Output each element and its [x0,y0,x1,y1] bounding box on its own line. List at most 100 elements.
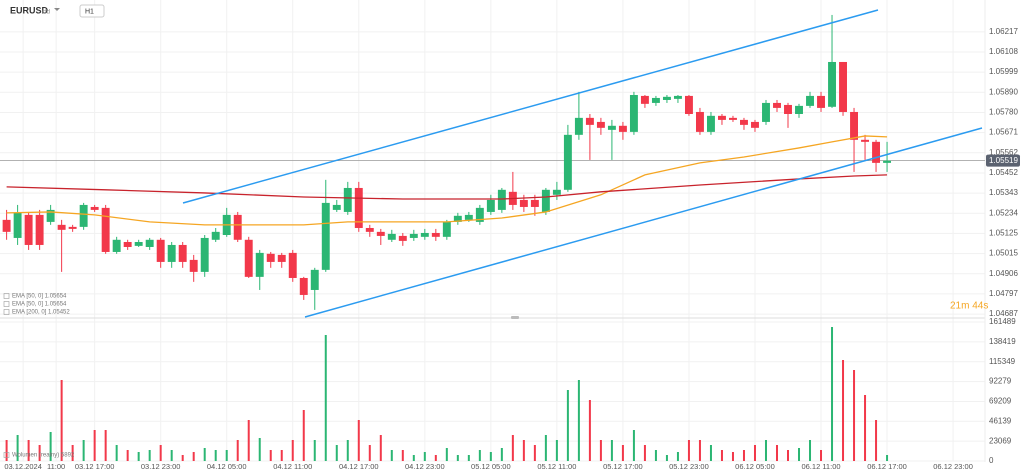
volume-bar [390,450,393,461]
volume-bar [445,448,448,461]
volume-bar [742,450,745,461]
candle-body [343,187,352,212]
volume-bar [280,450,283,461]
volume-bar [853,370,856,461]
last-price-box [986,154,1020,167]
legend-icon[interactable] [3,452,10,458]
x-tick-label: 04.12 23:00 [405,462,445,471]
volume-bar [357,420,360,461]
legend-icon[interactable] [3,301,10,307]
pane-handle[interactable] [511,316,519,319]
candle-body [35,214,44,245]
legend-entry[interactable]: EMA [50, 0] 1.05654 [12,302,67,308]
candle-body [354,187,363,228]
candle-body [134,242,143,246]
channel-upper[interactable] [182,9,879,204]
volume-bar [511,435,514,461]
candle-body [431,232,440,237]
candle-body [2,219,11,232]
legend-entry[interactable]: EMA [50, 0] 1.05654 [12,294,67,300]
x-tick-label: 06.12 05:00 [735,462,775,471]
volume-bar [522,440,525,461]
candle-body [530,199,539,207]
y-tick-label: 1.05780 [989,108,1018,117]
volume-bar [181,455,184,461]
candle-body [762,102,770,122]
volume-bar [49,432,52,461]
volume-bar [775,445,778,461]
volume-bar [38,445,41,461]
candle-body [640,95,649,104]
candle-body [101,207,110,252]
symbol[interactable]: EURUSD [10,5,49,15]
volume-bar [93,430,96,461]
last-price-label: 1.05519 [989,156,1018,165]
candle-body [145,239,154,247]
candle-body [607,125,616,130]
x-tick-label: 03.12 23:00 [141,462,181,471]
legend-icon[interactable] [3,293,10,299]
x-tick-label: 11:00 [47,462,65,471]
x-tick-label: 04.12 17:00 [339,462,379,471]
volume-tick-label: 46139 [989,416,1012,425]
y-tick-label: 1.04797 [989,289,1018,298]
timeframe-box[interactable] [79,4,105,18]
axes: 1.06217 1.06108 1.05999 1.05890 1.05780 1.056… [3,27,1020,471]
volume-bar [875,420,878,461]
x-tick-label: 06.12 23:00 [933,462,973,471]
volume-bar [71,445,74,461]
candle-body [244,239,253,277]
timeframe[interactable]: H1 [85,8,94,15]
volume-bar [269,450,272,461]
volume-tick-label: 0 [989,456,994,465]
volume-bar [247,420,250,461]
volume-legend[interactable]: Wolumen (realny) 5892 [12,453,75,459]
volume-bar [434,455,437,461]
candle-body [795,105,803,114]
x-tick-label: 04.12 05:00 [207,462,247,471]
volume-bar [214,450,217,461]
candle-body [662,96,671,100]
candle-body [850,111,858,140]
volume-bar [654,450,657,461]
volume-bar [126,450,129,461]
x-tick-label: 03.12 17:00 [75,462,115,471]
candle-body [585,117,594,125]
legend-icon[interactable] [3,309,10,315]
candle-body [57,224,66,230]
candle-body [376,231,385,236]
candle-body [883,160,892,163]
candle-countdown: 21m 44s [950,301,988,312]
candle-body [784,104,792,114]
y-tick-label: 1.05125 [989,228,1018,237]
candle-body [255,252,264,277]
candle-body [277,254,286,262]
symbol-dropdown[interactable] [54,8,60,11]
candle-body [872,141,881,163]
volume-bar [566,390,569,461]
y-tick-label: 1.05890 [989,87,1018,96]
channel-lower[interactable] [304,127,983,318]
volume-bar [577,380,580,461]
legend-entry[interactable]: EMA [200, 0] 1.05452 [12,310,70,316]
volume-bar [60,380,63,461]
volume-bar [544,435,547,461]
volume-bar [588,400,591,461]
candle-body [266,253,275,262]
volume-bar [731,452,734,461]
candle-body [706,115,715,132]
candle-body [464,214,473,220]
volume-bar [335,445,338,461]
candle-body [79,204,88,227]
volume-bar [137,452,140,461]
volume-bar [192,452,195,461]
volume-bar [478,450,481,461]
y-tick-label: 1.05562 [989,148,1018,157]
x-tick-label: 05.12 23:00 [669,462,709,471]
candle-body [486,199,495,212]
volume-bar [709,445,712,461]
volume-bar [5,440,8,461]
volume-bar [886,455,889,461]
y-tick-label: 1.04687 [989,309,1018,318]
candle-body [233,214,242,240]
